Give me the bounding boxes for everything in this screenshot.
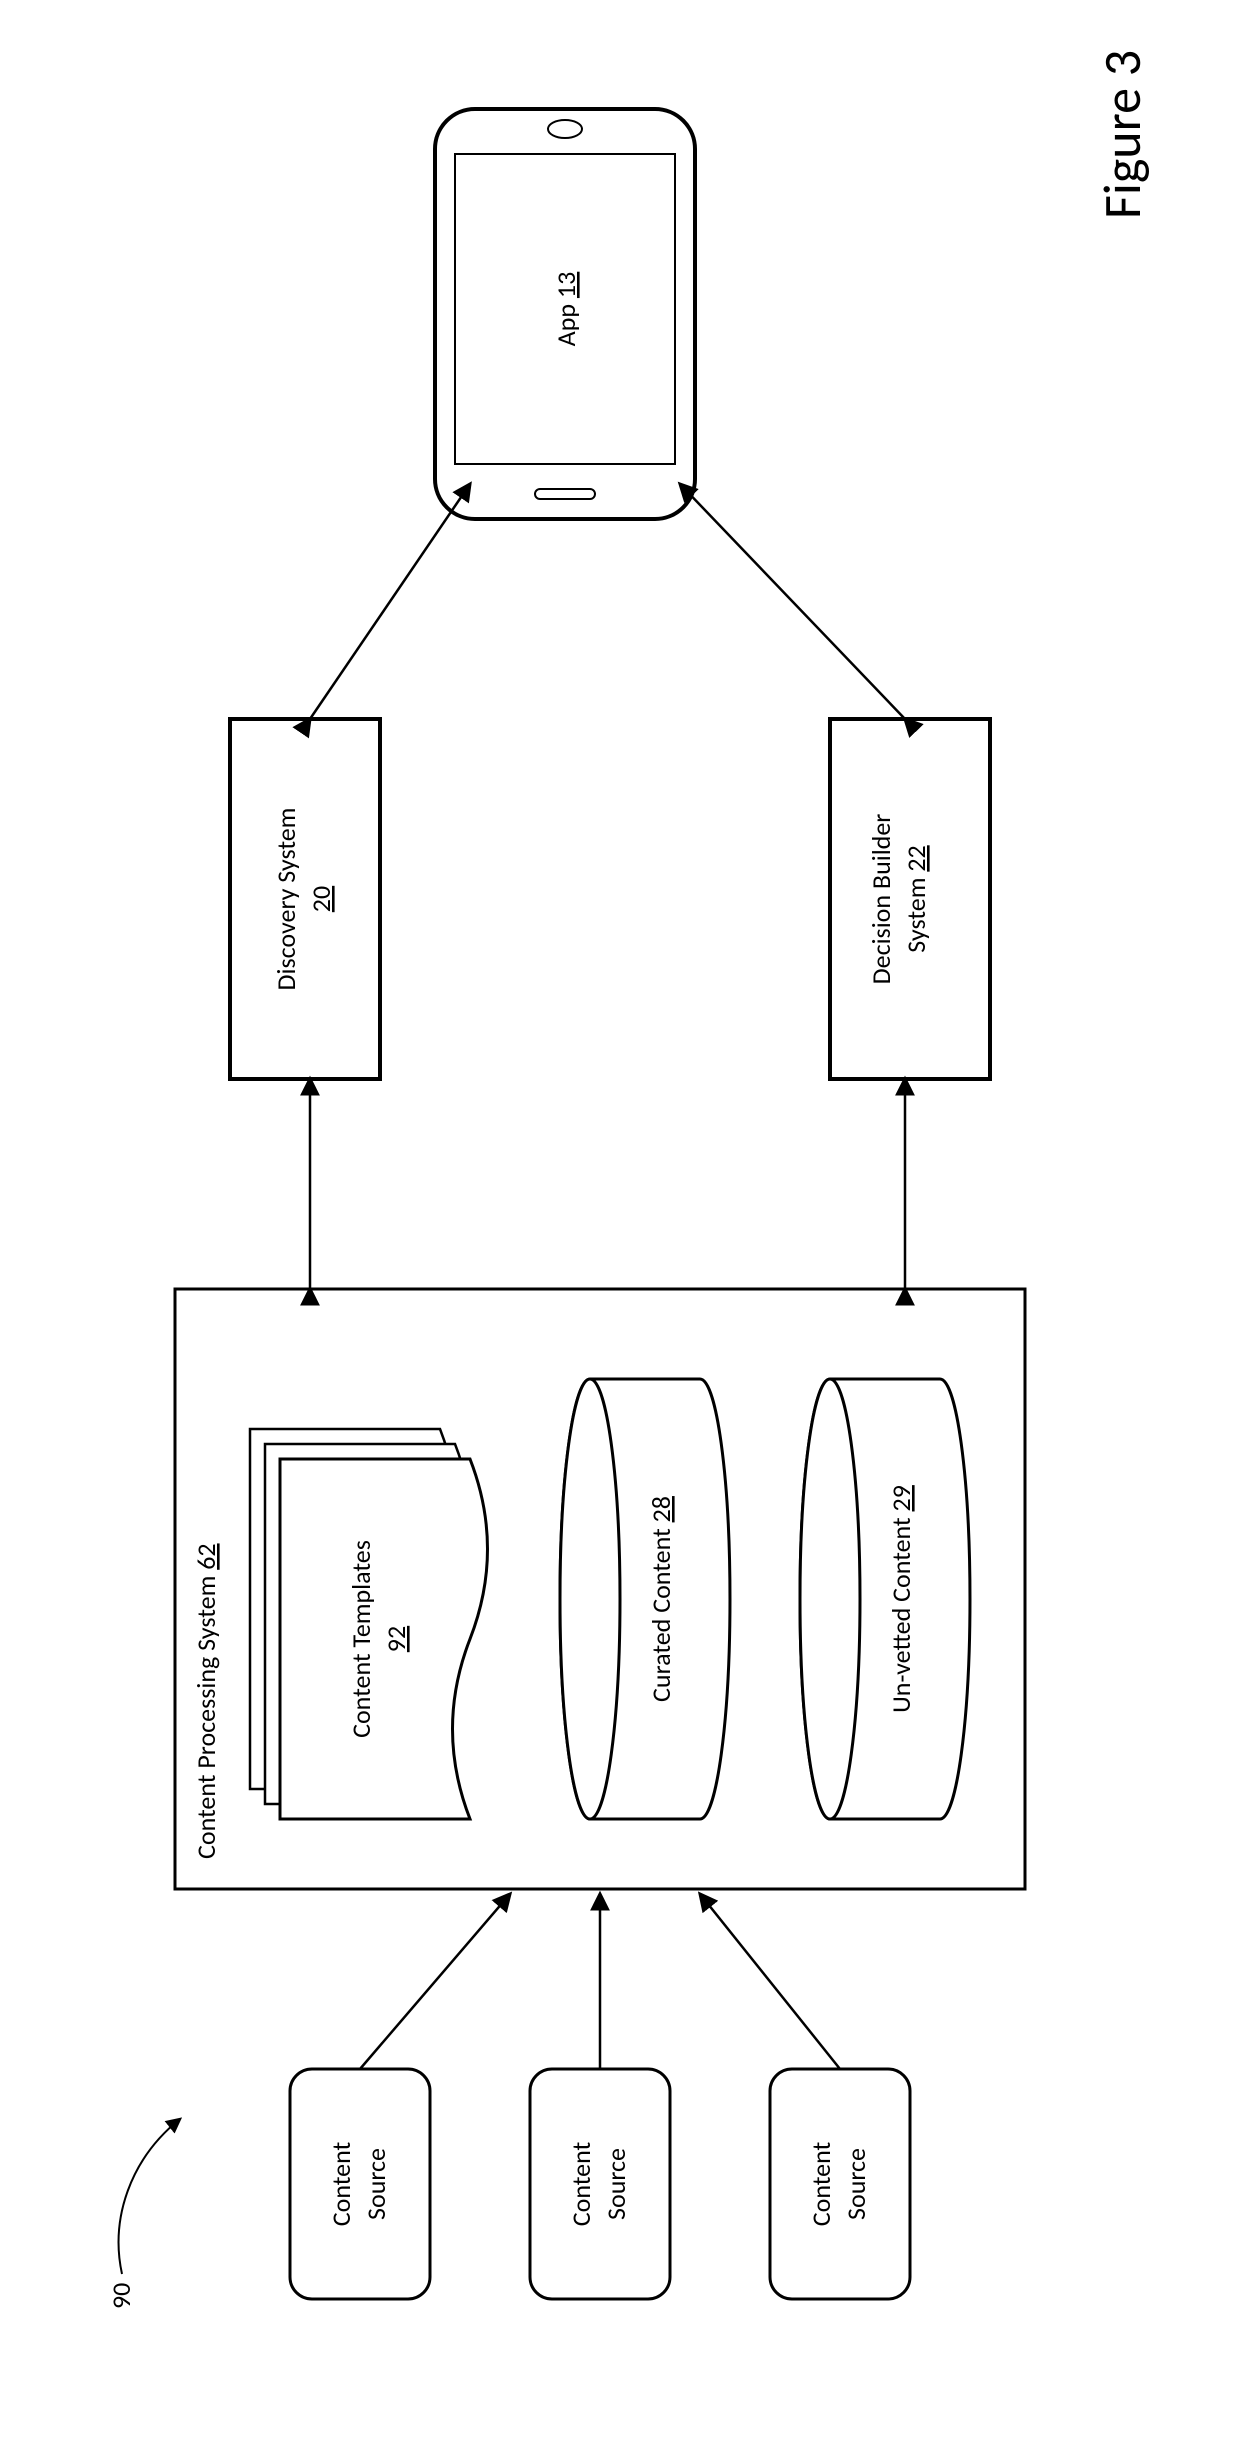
app-device: App 13 [435,109,695,519]
decision-builder-box: Decision Builder System 22 [830,719,990,1079]
templates-label-line1: Content Templates [345,1540,377,1738]
content-source-1-line1: Content [325,2141,357,2226]
content-source-3: Content Source [770,2069,910,2299]
decision-line1: Decision Builder [865,814,897,985]
unvetted-content-num: 29 [885,1485,917,1511]
content-source-2: Content Source [530,2069,670,2299]
content-source-1: Content Source [290,2069,430,2299]
figure-canvas: 90 Content Source Content Source Content… [0,0,1240,2449]
unvetted-content-label: Un-vetted Content 29 [885,1485,917,1713]
curated-content-label: Curated Content 28 [645,1496,677,1702]
refnum-90: 90 [105,2283,137,2309]
arrow-source1-to-cps [360,1894,510,2069]
content-templates-stack: Content Templates 92 [250,1429,488,1819]
content-source-3-line2: Source [840,2148,872,2220]
arrow-decision-app [680,484,905,719]
landscape-group: 90 Content Source Content Source Content… [105,50,1154,2309]
unvetted-content-prefix: Un-vetted Content [885,1511,917,1712]
arrow-discovery-app [310,484,470,719]
content-source-2-line2: Source [600,2148,632,2220]
cps-title-text: Content Processing System [190,1570,222,1859]
cps-title-num: 62 [190,1543,222,1569]
templates-label-num: 92 [380,1626,412,1652]
discovery-system-box: Discovery System 20 [230,719,380,1079]
refnum-90-pointer [119,2119,180,2274]
content-source-2-line1: Content [565,2141,597,2226]
arrow-source3-to-cps [700,1894,840,2069]
discovery-line1: Discovery System [270,808,302,991]
curated-content-cylinder: Curated Content 28 [560,1379,730,1819]
curated-content-prefix: Curated Content [645,1522,677,1702]
decision-line2: System 22 [900,845,932,952]
content-processing-system: Content Processing System 62 Content Tem… [175,1289,1025,1889]
cps-title: Content Processing System 62 [190,1543,222,1859]
figure-caption: Figure 3 [1090,50,1154,219]
discovery-num: 20 [305,886,337,912]
content-source-1-line2: Source [360,2148,392,2220]
unvetted-content-cylinder: Un-vetted Content 29 [800,1379,970,1819]
app-label: App 13 [550,272,582,347]
curated-content-num: 28 [645,1496,677,1522]
content-source-3-line1: Content [805,2141,837,2226]
